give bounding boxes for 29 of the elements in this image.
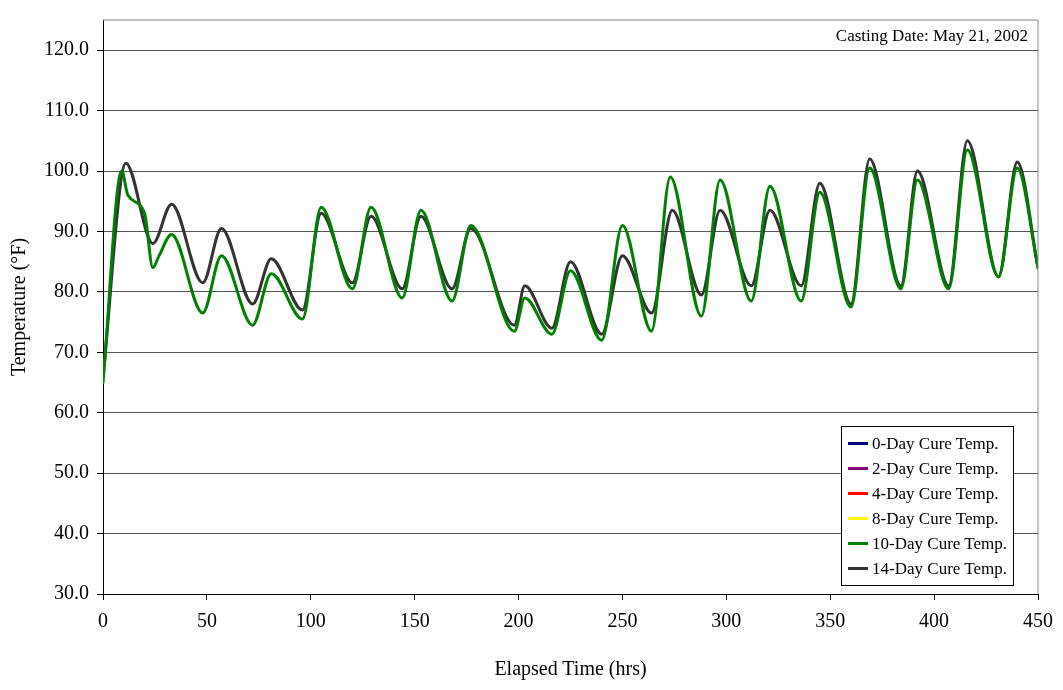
y-tick-label: 30.0 — [54, 581, 89, 604]
legend-label: 0-Day Cure Temp. — [872, 433, 999, 455]
legend-label: 8-Day Cure Temp. — [872, 508, 999, 530]
y-tick-label: 80.0 — [54, 279, 89, 302]
legend-label: 2-Day Cure Temp. — [872, 458, 999, 480]
x-tick-label: 450 — [1023, 609, 1053, 632]
y-tick-label: 70.0 — [54, 339, 89, 362]
x-tick-label: 150 — [399, 609, 430, 632]
x-tick-label: 250 — [607, 609, 638, 632]
y-axis-title: Temperature (°F) — [7, 237, 31, 377]
x-axis-title: Elapsed Time (hrs) — [494, 657, 647, 681]
x-tick-label: 300 — [711, 609, 742, 632]
x-tick-label: 100 — [295, 609, 326, 632]
y-tick-label: 60.0 — [54, 399, 89, 422]
legend-label: 14-Day Cure Temp. — [872, 558, 1007, 580]
x-tick-label: 400 — [919, 609, 950, 632]
x-tick-label: 50 — [196, 609, 217, 632]
x-tick-label: 200 — [503, 609, 534, 632]
x-tick-label: 350 — [815, 609, 846, 632]
y-tick-label: 40.0 — [54, 520, 89, 543]
legend-label: 4-Day Cure Temp. — [872, 483, 999, 505]
y-tick-label: 50.0 — [54, 460, 89, 483]
x-tick-label: 0 — [98, 609, 108, 632]
y-tick-label: 110.0 — [44, 97, 89, 120]
annotation: Casting Date: May 21, 2002 — [835, 26, 1028, 46]
y-tick-label: 100.0 — [44, 158, 89, 181]
y-tick-label: 120.0 — [44, 37, 89, 60]
y-tick-label: 90.0 — [54, 218, 89, 241]
legend-label: 10-Day Cure Temp. — [872, 533, 1007, 555]
